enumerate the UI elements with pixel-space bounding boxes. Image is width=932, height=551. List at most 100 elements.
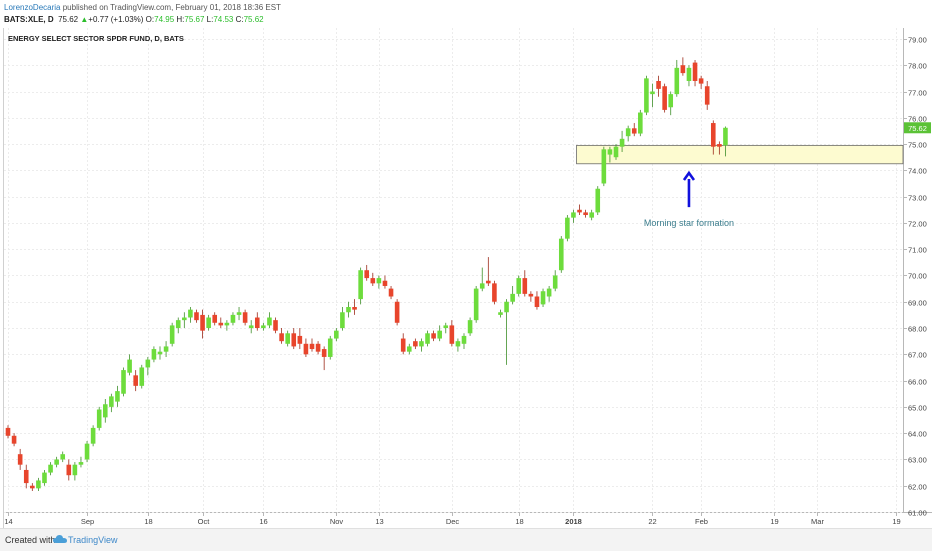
candle-body[interactable] bbox=[577, 209, 582, 213]
candle-body[interactable] bbox=[613, 146, 619, 158]
candle-body[interactable] bbox=[704, 86, 710, 105]
candle-body[interactable] bbox=[540, 291, 546, 305]
candle-body[interactable] bbox=[224, 322, 230, 326]
candle-body[interactable] bbox=[425, 333, 430, 344]
candle-body[interactable] bbox=[242, 312, 248, 323]
candle-body[interactable] bbox=[327, 338, 333, 357]
tradingview-brand[interactable]: TradingView bbox=[68, 535, 118, 545]
candle-body[interactable] bbox=[400, 338, 406, 352]
candle-body[interactable] bbox=[455, 341, 461, 347]
candle-body[interactable] bbox=[662, 86, 667, 110]
candle-body[interactable] bbox=[297, 335, 303, 344]
candle-body[interactable] bbox=[413, 341, 418, 347]
candle-body[interactable] bbox=[248, 325, 254, 329]
candle-body[interactable] bbox=[236, 312, 242, 315]
candle-body[interactable] bbox=[601, 149, 607, 184]
candle-body[interactable] bbox=[84, 443, 90, 460]
candle-body[interactable] bbox=[145, 359, 151, 368]
price-axis-panel[interactable] bbox=[903, 28, 932, 512]
candle-body[interactable] bbox=[650, 91, 655, 95]
candle-body[interactable] bbox=[309, 343, 315, 350]
candle-body[interactable] bbox=[42, 472, 47, 484]
candle-body[interactable] bbox=[157, 351, 163, 355]
candle-body[interactable] bbox=[680, 65, 686, 74]
candle-body[interactable] bbox=[254, 317, 260, 329]
candle-body[interactable] bbox=[461, 335, 467, 344]
candle-body[interactable] bbox=[406, 346, 412, 352]
candle-body[interactable] bbox=[206, 317, 211, 329]
candle-body[interactable] bbox=[340, 312, 345, 329]
candle-body[interactable] bbox=[23, 469, 29, 484]
candle-body[interactable] bbox=[212, 314, 218, 323]
candle-body[interactable] bbox=[558, 238, 564, 271]
candle-body[interactable] bbox=[36, 480, 41, 489]
candle-body[interactable] bbox=[668, 94, 674, 108]
candle-body[interactable] bbox=[169, 325, 175, 344]
candle-body[interactable] bbox=[121, 370, 126, 394]
candle-body[interactable] bbox=[194, 312, 199, 321]
candle-body[interactable] bbox=[486, 280, 491, 284]
candle-body[interactable] bbox=[48, 464, 53, 473]
candle-body[interactable] bbox=[644, 78, 649, 113]
candle-body[interactable] bbox=[303, 343, 309, 355]
candle-body[interactable] bbox=[467, 320, 473, 334]
candle-body[interactable] bbox=[291, 333, 297, 347]
candle-body[interactable] bbox=[334, 330, 339, 339]
candle-body[interactable] bbox=[388, 288, 394, 297]
candle-body[interactable] bbox=[419, 341, 424, 347]
candle-body[interactable] bbox=[370, 278, 376, 284]
candle-body[interactable] bbox=[54, 459, 59, 465]
candle-body[interactable] bbox=[151, 349, 157, 360]
candle-body[interactable] bbox=[96, 409, 102, 428]
candle-body[interactable] bbox=[364, 270, 370, 279]
candle-body[interactable] bbox=[723, 127, 728, 146]
candle-body[interactable] bbox=[522, 278, 528, 294]
candle-body[interactable] bbox=[692, 62, 698, 81]
candle-body[interactable] bbox=[710, 123, 716, 147]
candle-body[interactable] bbox=[60, 454, 66, 460]
candle-body[interactable] bbox=[72, 464, 78, 476]
candle-body[interactable] bbox=[583, 212, 588, 216]
candle-body[interactable] bbox=[589, 212, 594, 218]
candle-body[interactable] bbox=[492, 283, 497, 302]
candle-body[interactable] bbox=[267, 317, 272, 326]
candle-body[interactable] bbox=[437, 330, 442, 339]
candle-body[interactable] bbox=[163, 346, 169, 352]
candle-body[interactable] bbox=[479, 283, 485, 289]
candle-body[interactable] bbox=[115, 391, 120, 402]
candle-body[interactable] bbox=[516, 278, 522, 294]
candle-body[interactable] bbox=[595, 188, 601, 213]
candle-body[interactable] bbox=[376, 278, 382, 284]
candle-body[interactable] bbox=[90, 427, 96, 444]
candle-body[interactable] bbox=[431, 333, 436, 339]
candle-body[interactable] bbox=[571, 212, 576, 218]
candle-body[interactable] bbox=[717, 144, 722, 147]
candle-body[interactable] bbox=[358, 270, 363, 300]
candle-body[interactable] bbox=[218, 322, 224, 326]
candle-body[interactable] bbox=[498, 312, 503, 315]
candle-body[interactable] bbox=[394, 301, 400, 323]
candle-body[interactable] bbox=[625, 128, 631, 137]
candle-body[interactable] bbox=[78, 462, 84, 465]
candle-body[interactable] bbox=[285, 333, 290, 344]
candle-body[interactable] bbox=[279, 333, 284, 342]
candle-body[interactable] bbox=[631, 128, 637, 134]
candle-body[interactable] bbox=[352, 307, 357, 310]
candle-body[interactable] bbox=[382, 280, 388, 286]
candle-body[interactable] bbox=[546, 288, 552, 297]
candle-body[interactable] bbox=[686, 67, 692, 81]
candle-body[interactable] bbox=[346, 307, 351, 313]
candle-body[interactable] bbox=[528, 293, 534, 297]
candle-body[interactable] bbox=[188, 309, 193, 318]
candle-body[interactable] bbox=[17, 454, 23, 465]
candle-body[interactable] bbox=[139, 367, 145, 386]
candle-body[interactable] bbox=[534, 296, 540, 308]
candle-body[interactable] bbox=[504, 301, 509, 313]
candle-body[interactable] bbox=[510, 293, 515, 302]
author-link[interactable]: LorenzoDecaria bbox=[4, 3, 61, 12]
candle-body[interactable] bbox=[565, 217, 570, 239]
candle-body[interactable] bbox=[102, 404, 108, 418]
candle-body[interactable] bbox=[5, 427, 11, 436]
chart-area[interactable]: 61.00 62.00 63.00 64.00 65.00 66.00 67.00 68.00… bbox=[0, 28, 932, 528]
candle-body[interactable] bbox=[619, 138, 625, 147]
